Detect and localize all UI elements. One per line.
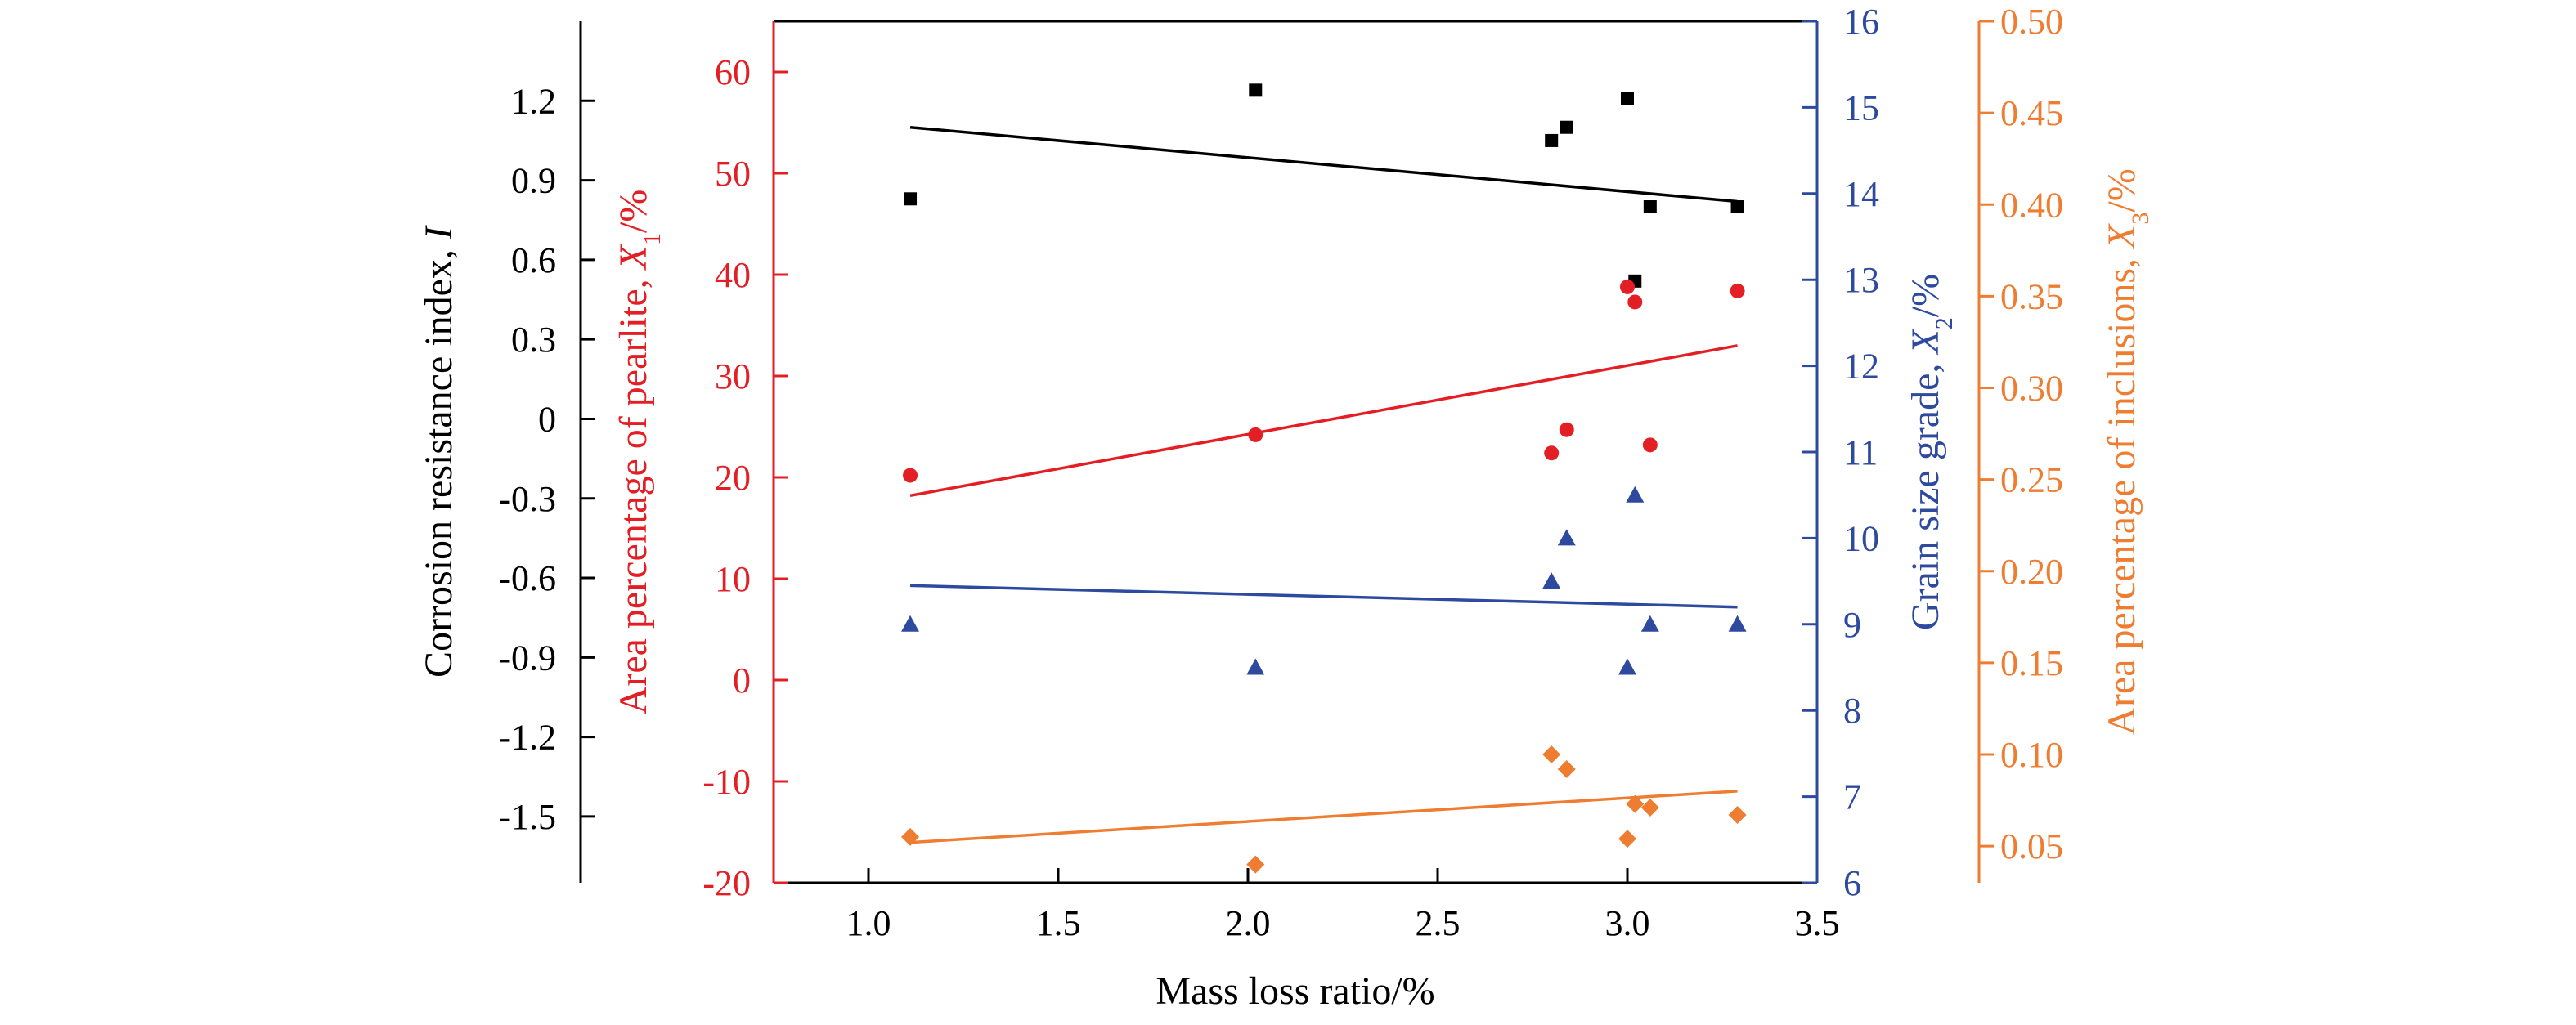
point-X3 [1618, 830, 1636, 848]
y-tick-label-X2: 11 [1843, 432, 1878, 472]
y-tick-label-I: 0 [538, 399, 556, 439]
y-tick-label-I: 1.2 [511, 81, 556, 121]
axes-group: 1.0 1.5 2.0 2.5 3.0 3.51.20.90.60.30-0.3-0.6-… [417, 2, 2154, 943]
x-tick-label: 1.0 [846, 903, 891, 943]
point-X3 [1640, 799, 1659, 817]
y-tick-label-X1: 50 [715, 154, 751, 194]
y-axis-title-X2: Grain size grade, X2/% [1904, 274, 1958, 630]
point-X2 [1542, 572, 1561, 589]
y-tick-label-X3: 0.05 [2000, 826, 2063, 866]
point-I [1249, 83, 1263, 97]
data-points-group [901, 83, 1747, 874]
y-tick-label-X3: 0.40 [2000, 185, 2063, 225]
point-X3 [901, 827, 920, 846]
point-X3 [1542, 745, 1561, 764]
x-tick-label: 2.5 [1416, 903, 1461, 943]
point-I [1643, 200, 1657, 214]
point-I [1730, 200, 1744, 214]
y-tick-label-I: -1.5 [499, 797, 556, 837]
y-tick-label-X3: 0.30 [2000, 369, 2063, 409]
y-tick-label-X1: -10 [702, 762, 751, 802]
fit-line-X1 [909, 344, 1738, 498]
point-X2 [1640, 615, 1659, 632]
point-I [1560, 120, 1573, 134]
point-X1 [1730, 283, 1745, 298]
point-X1 [1544, 445, 1560, 461]
point-X2 [901, 615, 920, 632]
x-tick-label: 1.5 [1036, 903, 1081, 943]
y-tick-label-I: -0.6 [499, 558, 556, 598]
y-tick-label-X3: 0.10 [2000, 735, 2063, 775]
point-X2 [1728, 615, 1747, 632]
point-X1 [1642, 437, 1658, 453]
fit-line-I [909, 125, 1738, 204]
point-X2 [1618, 658, 1636, 675]
x-tick-label: 2.0 [1226, 903, 1271, 943]
y-tick-label-I: 0.3 [511, 320, 556, 360]
y-tick-label-X3: 0.45 [2000, 93, 2063, 133]
y-tick-label-X2: 14 [1843, 174, 1879, 214]
y-tick-label-X2: 12 [1843, 347, 1879, 387]
y-tick-label-X1: 30 [715, 356, 751, 396]
y-tick-label-X2: 15 [1843, 87, 1879, 128]
y-tick-label-X2: 10 [1843, 518, 1879, 558]
point-X1 [1620, 279, 1635, 294]
y-tick-label-X2: 8 [1843, 691, 1861, 731]
point-I [1621, 92, 1634, 105]
point-X1 [903, 468, 918, 483]
x-axis-title: Mass loss ratio/% [1156, 969, 1434, 1013]
point-X2 [1626, 486, 1645, 503]
y-tick-label-I: -0.9 [499, 638, 556, 678]
y-axis-title-X1: Area percentage of pearlite, X1/% [612, 190, 666, 715]
point-X3 [1557, 759, 1576, 778]
y-tick-label-X3: 0.35 [2000, 276, 2063, 316]
y-tick-label-X3: 0.20 [2000, 552, 2063, 592]
y-tick-label-X2: 7 [1843, 777, 1861, 817]
point-X3 [1728, 806, 1747, 825]
y-tick-label-X1: 10 [715, 559, 751, 599]
y-tick-label-X1: 40 [715, 255, 751, 295]
y-tick-label-X2: 16 [1843, 2, 1879, 42]
point-X3 [1246, 855, 1265, 874]
y-tick-label-X2: 13 [1843, 260, 1879, 300]
y-axis-title-I: Corrosion resistance index, I [417, 225, 460, 678]
y-axis-title-X3: Area percentage of inclusions, X3/% [2100, 168, 2154, 735]
point-X1 [1248, 427, 1263, 442]
point-X3 [1626, 794, 1645, 813]
point-X1 [1559, 422, 1574, 437]
point-X2 [1246, 658, 1265, 675]
y-tick-label-X1: 0 [733, 660, 751, 700]
y-tick-label-I: 0.9 [511, 161, 556, 201]
point-I [904, 192, 918, 206]
y-tick-label-X2: 9 [1843, 605, 1861, 645]
y-tick-label-X3: 0.15 [2000, 643, 2063, 683]
fit-line-X2 [909, 584, 1738, 609]
y-tick-label-I: -0.3 [499, 479, 556, 519]
y-tick-label-X2: 6 [1843, 863, 1861, 903]
fit-lines-group [909, 125, 1738, 844]
y-tick-label-X1: 20 [715, 458, 751, 498]
y-tick-label-X1: -20 [702, 863, 751, 903]
y-tick-label-X3: 0.25 [2000, 460, 2063, 500]
y-tick-label-I: -1.2 [499, 718, 556, 758]
point-X2 [1557, 529, 1576, 546]
x-tick-label: 3.5 [1795, 903, 1840, 943]
point-I [1545, 133, 1559, 147]
point-X1 [1627, 294, 1643, 310]
fit-line-X3 [909, 790, 1738, 844]
y-tick-label-I: 0.6 [511, 240, 556, 280]
y-tick-label-X1: 60 [715, 52, 751, 92]
x-tick-label: 3.0 [1605, 903, 1650, 943]
y-tick-label-X3: 0.50 [2000, 2, 2063, 42]
